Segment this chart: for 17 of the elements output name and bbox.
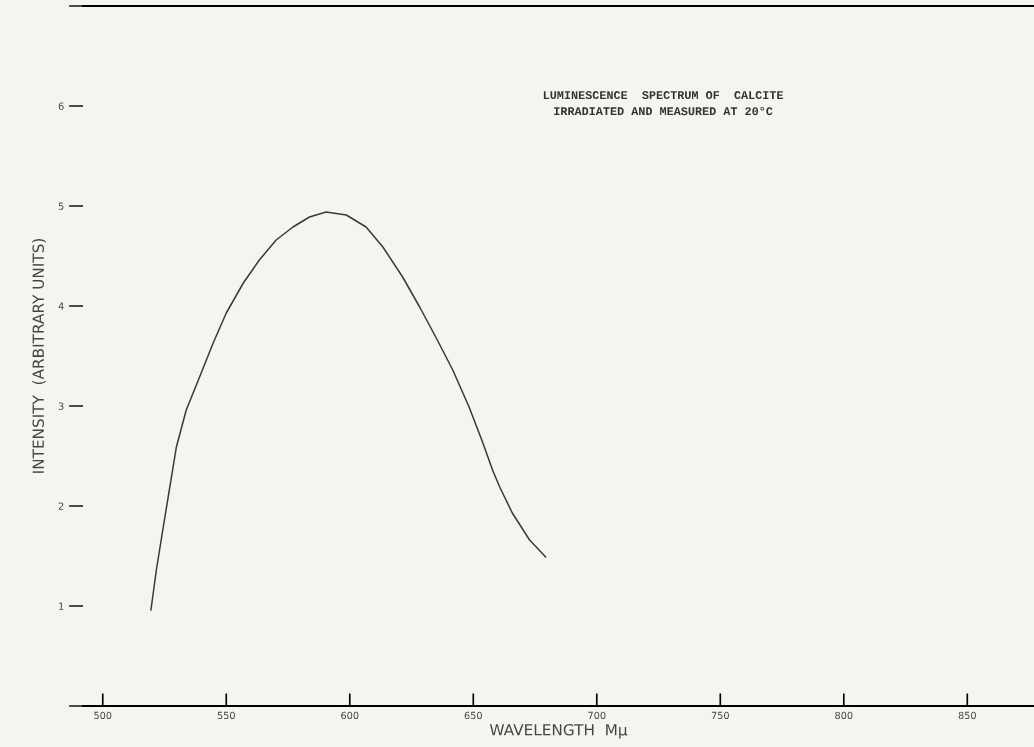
text: LUMINESCENCE SPECTRUM OF CALCITE IRRADIATED AND MEASURED AT 20°C — [543, 91, 784, 116]
x-tick-label: 850 — [958, 711, 976, 720]
x-tick-label: 550 — [217, 711, 235, 720]
x-tick-label: 500 — [94, 711, 112, 720]
x-tick-label: 800 — [835, 711, 853, 720]
x-axis-title: WAVELENGTH Mμ — [489, 724, 628, 739]
y-axis-title: INTENSITY (ARBITRARY UNITS) — [32, 238, 46, 473]
y-tick-label: 2 — [58, 502, 64, 510]
y-tick-label: 6 — [58, 102, 64, 110]
y-tick-label: 1 — [59, 602, 64, 610]
y-tick-label: 3 — [58, 402, 64, 410]
x-tick-label: 650 — [464, 711, 482, 720]
x-tick-label: 750 — [711, 711, 729, 720]
x-tick-label: 600 — [341, 711, 359, 720]
x-tick-label: 700 — [588, 711, 606, 720]
y-tick-label: 4 — [58, 302, 64, 310]
y-tick-label: 5 — [58, 202, 64, 210]
